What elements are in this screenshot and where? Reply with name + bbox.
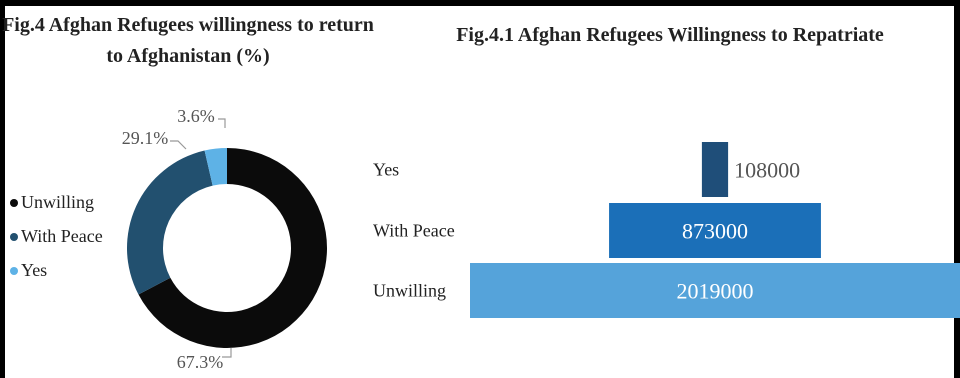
legend-marker-yes: [10, 267, 18, 275]
bar-category-yes: Yes: [373, 160, 399, 180]
bar-unwilling: [470, 263, 960, 318]
donut-chart: [126, 148, 327, 348]
legend-marker-with-peace: [10, 233, 18, 241]
legend-label-yes: Yes: [21, 260, 47, 280]
legend-marker-unwilling: [10, 199, 18, 207]
pie-label-with-peace: 29.1%: [122, 128, 169, 148]
bar-yes: [701, 142, 729, 197]
pie-leader-line: [218, 118, 226, 128]
frame-right-edge: [954, 0, 960, 378]
bar-category-unwilling: Unwilling: [373, 281, 446, 301]
pie-legend: Unwilling With Peace Yes: [10, 192, 103, 280]
pie-label-unwilling: 67.3%: [177, 352, 224, 372]
bar-value-with-peace: 873000: [682, 219, 748, 244]
pie-label-yes: 3.6%: [177, 106, 215, 126]
bar-chart: Yes 108000 With Peace 873000 Unwilling 201900…: [373, 142, 960, 318]
bar-value-yes: 108000: [734, 158, 800, 183]
pie-leader-line: [222, 348, 232, 358]
pie-data-labels: 67.3% 29.1% 3.6%: [122, 106, 232, 372]
bar-value-unwilling: 2019000: [677, 279, 754, 304]
bar-title: Fig.4.1 Afghan Refugees Willingness to R…: [456, 24, 884, 46]
frame-left-edge: [0, 0, 5, 378]
pie-title-line2: to Afghanistan (%): [106, 45, 269, 67]
pie-slice-unwilling: [138, 148, 327, 348]
legend-label-unwilling: Unwilling: [21, 192, 94, 212]
pie-title-line1: Fig.4 Afghan Refugees willingness to ret…: [2, 14, 374, 36]
pie-slice-yes: [204, 148, 227, 186]
pie-slice-with-peace: [126, 150, 213, 295]
pie-leader-line: [170, 140, 187, 150]
bar-with-peace: [609, 203, 821, 258]
bar-category-with-peace: With Peace: [373, 221, 455, 241]
legend-label-with-peace: With Peace: [21, 226, 103, 246]
